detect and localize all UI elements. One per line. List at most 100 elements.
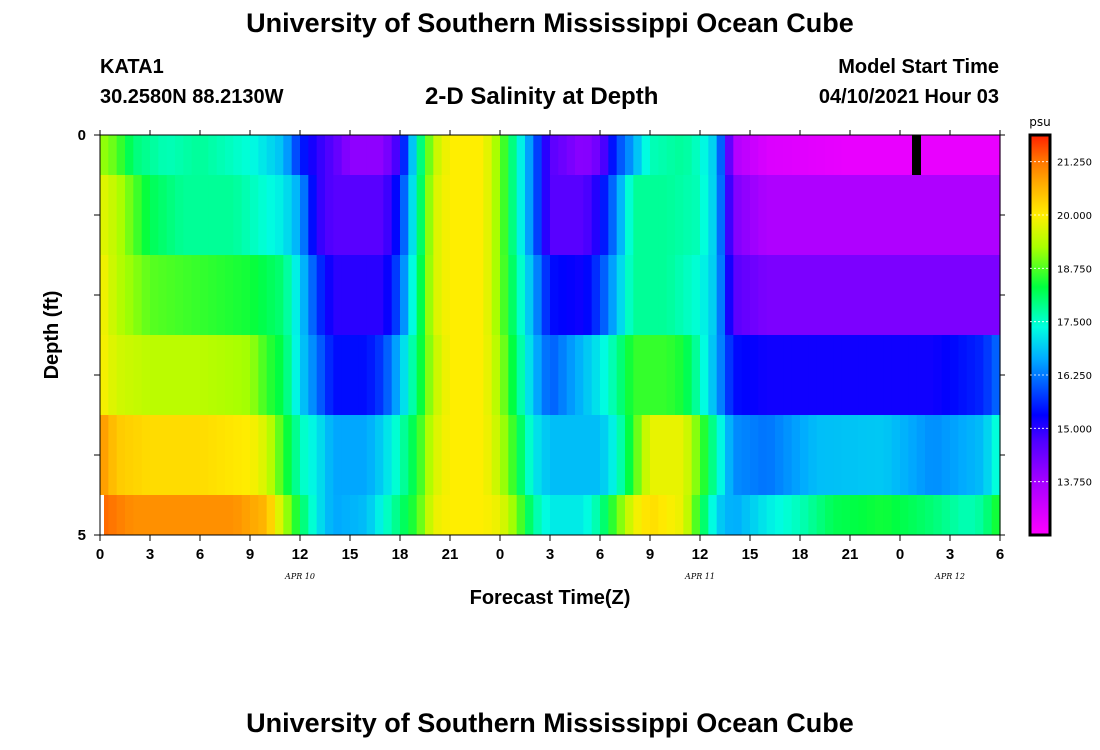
heatmap-cell [733,135,743,175]
heatmap-cell [900,495,909,535]
heatmap-cell [133,495,143,535]
heatmap-cell [875,255,884,335]
heatmap-cell [566,255,576,335]
heatmap-cell [741,255,751,335]
heatmap-cell [216,135,226,175]
heatmap-cell [233,415,243,495]
heatmap-cell [641,415,651,495]
heatmap-cell [175,415,184,495]
colorbar-gradient [1028,133,1052,537]
x-axis: 0 3 6 9 12 15 18 21 0 3 6 9 12 15 18 21 0 3 6 APR 10 APR 11 A… [96,130,1004,581]
heatmap-cell [425,415,434,495]
heatmap-cell [350,175,359,255]
heatmap-cell [333,135,343,175]
heatmap-cell [266,495,276,535]
heatmap-cell [716,335,726,415]
heatmap-cell [641,255,651,335]
heatmap-cell [891,335,901,415]
heatmap-cell [616,175,626,255]
heatmap-cell [608,495,618,535]
heatmap-cell [308,495,318,535]
heatmap-cell [883,135,893,175]
heatmap-cell [833,495,843,535]
footer-title: University of Southern Mississippi Ocean… [246,708,854,738]
heatmap-cell [666,495,676,535]
heatmap-cell [358,255,368,335]
heatmap-cell [983,175,993,255]
heatmap-cell [125,255,134,335]
heatmap-cell [833,415,843,495]
heatmap-cell [858,255,868,335]
heatmap-cell [700,335,709,415]
heatmap-cell [525,135,534,175]
heatmap-cell [533,175,543,255]
heatmap-cell [358,135,368,175]
heatmap-cell [675,415,684,495]
heatmap-cell [616,135,626,175]
heatmap-cell [658,255,668,335]
heatmap-cell [591,335,601,415]
heatmap-cell [116,255,126,335]
heatmap-cell [541,415,551,495]
heatmap-cell [375,335,384,415]
heatmap-cell [283,415,293,495]
heatmap-cell [391,495,401,535]
heatmap-cell [416,335,426,415]
heatmap-cell [708,495,718,535]
heatmap-cell [741,135,751,175]
date-label: APR 10 [284,572,315,581]
heatmap-cell [700,415,709,495]
heatmap-cell [308,255,318,335]
model-start-time: 04/10/2021 Hour 03 [818,86,999,108]
heatmap-cell [208,335,218,415]
heatmap-cell [808,255,818,335]
heatmap-cell [275,415,284,495]
heatmap-cell [575,495,584,535]
heatmap-cell [641,495,651,535]
heatmap-cell [666,135,676,175]
heatmap-cell [433,135,443,175]
heatmap-cell [775,135,784,175]
heatmap-cell [475,135,484,175]
heatmap-cell [700,135,709,175]
heatmap-cell [491,255,501,335]
heatmap-cell [825,335,834,415]
heatmap-cell [108,175,118,255]
heatmap-cell [308,415,318,495]
x-tick-label: 9 [246,546,254,563]
x-tick-label: 9 [646,546,654,563]
heatmap-cell [400,255,409,335]
heatmap-cell [891,415,901,495]
heatmap-cell [633,335,643,415]
y-axis: 05 [78,127,1005,544]
heatmap-cell [875,135,884,175]
heatmap-cell [441,255,451,335]
heatmap-cell [466,335,476,415]
heatmap-cell [933,415,943,495]
heatmap-cell [166,135,176,175]
heatmap-cell [541,255,551,335]
heatmap-cell [741,335,751,415]
colorbar-tick-label: 18.750 [1057,264,1092,275]
heatmap-cell [141,415,151,495]
heatmap-cell [266,335,276,415]
heatmap-cell [433,335,443,415]
heatmap-cell [766,255,776,335]
heatmap-cell [466,135,476,175]
heatmap-cell [100,135,109,175]
heatmap-cell [400,495,409,535]
heatmap-cell [808,415,818,495]
heatmap-cell [175,175,184,255]
station-coordinates: 30.2580N 88.2130W [100,86,284,108]
x-tick-label: 12 [292,546,309,563]
heatmap-cell [450,135,459,175]
heatmap-cell [333,415,343,495]
heatmap-cell [266,175,276,255]
heatmap-cell [341,415,351,495]
heatmap-cell [850,335,859,415]
heatmap-cell [916,415,926,495]
heatmap-cell [783,495,793,535]
heatmap-cell [941,335,951,415]
heatmap-cell [750,415,759,495]
heatmap-cell [166,175,176,255]
